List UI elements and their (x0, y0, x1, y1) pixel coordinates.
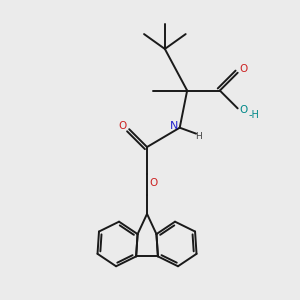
Text: O: O (149, 178, 158, 188)
Text: O: O (239, 64, 247, 74)
Text: -H: -H (249, 110, 260, 120)
Text: O: O (118, 121, 127, 131)
Text: N: N (170, 121, 178, 131)
Text: H: H (195, 131, 202, 140)
Text: O: O (239, 105, 248, 115)
